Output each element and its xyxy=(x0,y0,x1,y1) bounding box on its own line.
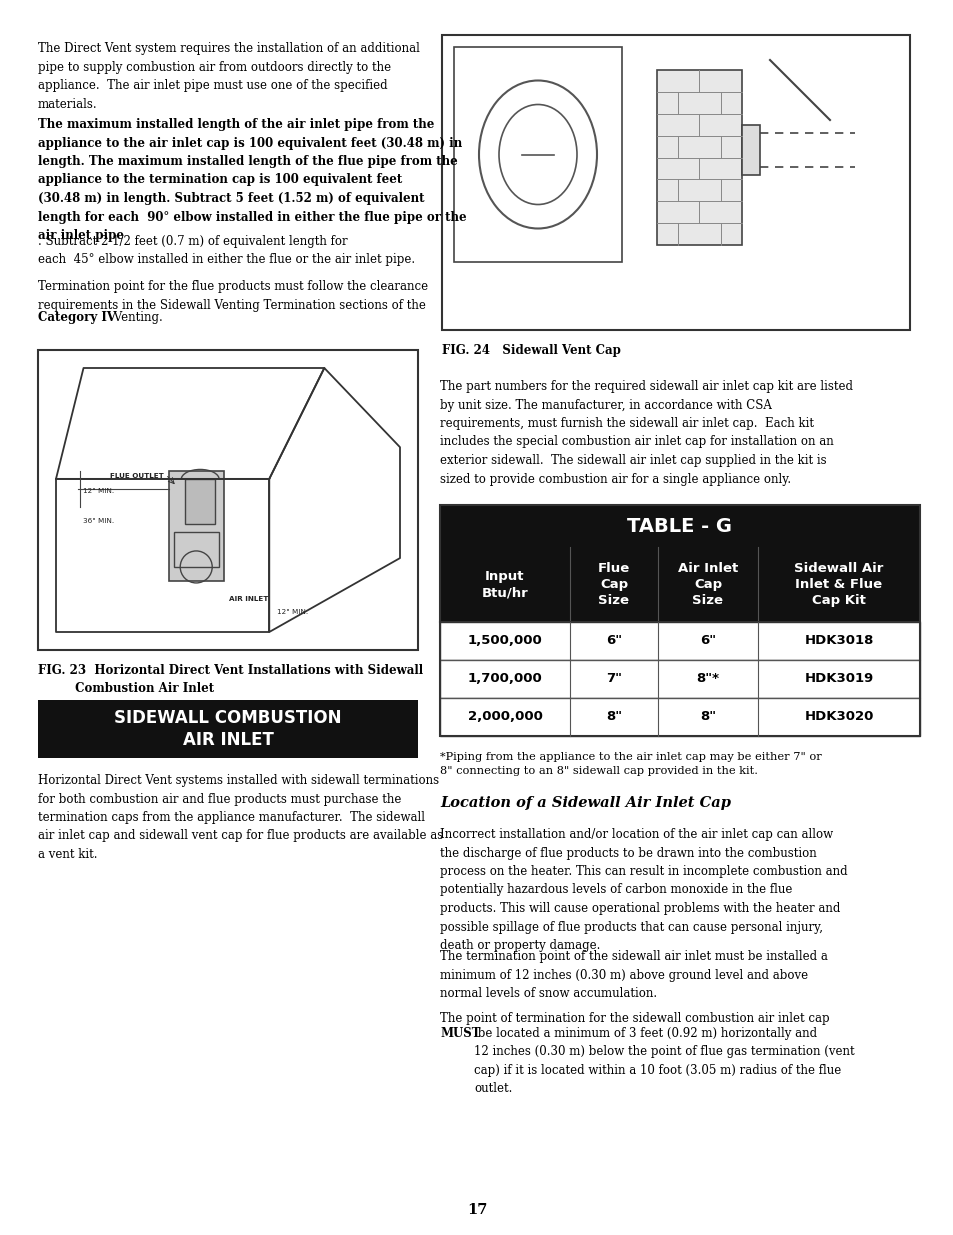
Text: FIG. 24   Sidewall Vent Cap: FIG. 24 Sidewall Vent Cap xyxy=(441,345,620,357)
Text: Termination point for the flue products must follow the clearance
requirements i: Termination point for the flue products … xyxy=(38,280,428,311)
Bar xyxy=(185,479,215,525)
Text: Venting.: Venting. xyxy=(110,311,163,324)
Text: FIG. 23  Horizontal Direct Vent Installations with Sidewall
         Combustion : FIG. 23 Horizontal Direct Vent Installat… xyxy=(38,664,423,694)
Text: 6": 6" xyxy=(605,635,621,647)
Text: Incorrect installation and/or location of the air inlet cap can allow
the discha: Incorrect installation and/or location o… xyxy=(439,827,846,952)
Bar xyxy=(173,532,218,567)
Bar xyxy=(38,700,417,758)
Text: *Piping from the appliance to the air inlet cap may be either 7" or
8" connectin: *Piping from the appliance to the air in… xyxy=(439,752,821,776)
Text: 8": 8" xyxy=(605,710,621,724)
Bar xyxy=(657,70,741,245)
Text: 1,500,000: 1,500,000 xyxy=(467,635,542,647)
Text: . Subtract 2 1/2 feet (0.7 m) of equivalent length for
each  45° elbow installed: . Subtract 2 1/2 feet (0.7 m) of equival… xyxy=(38,235,415,267)
Text: 36" MIN.: 36" MIN. xyxy=(83,519,114,525)
Text: Category IV: Category IV xyxy=(38,311,116,324)
Text: 2,000,000: 2,000,000 xyxy=(467,710,542,724)
Text: Location of a Sidewall Air Inlet Cap: Location of a Sidewall Air Inlet Cap xyxy=(439,797,730,810)
Text: HDK3018: HDK3018 xyxy=(803,635,873,647)
Bar xyxy=(439,505,919,547)
Text: The termination point of the sidewall air inlet must be installed a
minimum of 1: The termination point of the sidewall ai… xyxy=(439,950,827,1000)
Text: Input
Btu/hr: Input Btu/hr xyxy=(481,571,528,599)
Text: MUST: MUST xyxy=(439,1028,480,1040)
Text: HDK3020: HDK3020 xyxy=(803,710,873,724)
Text: 6": 6" xyxy=(700,635,716,647)
Text: FLUE OUTLET: FLUE OUTLET xyxy=(110,473,164,479)
Text: HDK3019: HDK3019 xyxy=(803,673,873,685)
Bar xyxy=(441,35,909,330)
Text: SIDEWALL COMBUSTION
AIR INLET: SIDEWALL COMBUSTION AIR INLET xyxy=(114,709,341,750)
Bar xyxy=(38,350,417,650)
Bar xyxy=(439,698,919,736)
Text: The maximum installed length of the air inlet pipe from the
appliance to the air: The maximum installed length of the air … xyxy=(38,119,466,242)
Bar xyxy=(454,47,621,262)
Bar xyxy=(439,505,919,736)
Text: The part numbers for the required sidewall air inlet cap kit are listed
by unit : The part numbers for the required sidewa… xyxy=(439,380,852,485)
Bar xyxy=(741,125,760,175)
Text: 1,700,000: 1,700,000 xyxy=(467,673,542,685)
Text: Flue
Cap
Size: Flue Cap Size xyxy=(598,562,630,606)
Text: The point of termination for the sidewall combustion air inlet cap: The point of termination for the sidewal… xyxy=(439,1011,829,1025)
Bar xyxy=(169,472,224,582)
Text: 17: 17 xyxy=(466,1203,487,1216)
Text: AIR INLET: AIR INLET xyxy=(229,597,268,603)
Bar xyxy=(439,547,919,622)
Text: Air Inlet
Cap
Size: Air Inlet Cap Size xyxy=(678,562,738,606)
Text: The Direct Vent system requires the installation of an additional
pipe to supply: The Direct Vent system requires the inst… xyxy=(38,42,419,110)
Bar xyxy=(439,659,919,698)
Bar xyxy=(439,622,919,659)
Text: 12" MIN.: 12" MIN. xyxy=(277,609,308,615)
Text: be located a minimum of 3 feet (0.92 m) horizontally and
12 inches (0.30 m) belo: be located a minimum of 3 feet (0.92 m) … xyxy=(474,1028,854,1095)
Text: 8": 8" xyxy=(700,710,716,724)
Text: Sidewall Air
Inlet & Flue
Cap Kit: Sidewall Air Inlet & Flue Cap Kit xyxy=(794,562,882,606)
Text: TABLE - G: TABLE - G xyxy=(627,516,732,536)
Text: 12" MIN.: 12" MIN. xyxy=(83,488,114,494)
Text: 8"*: 8"* xyxy=(696,673,719,685)
Text: 7": 7" xyxy=(605,673,621,685)
Text: Horizontal Direct Vent systems installed with sidewall terminations
for both com: Horizontal Direct Vent systems installed… xyxy=(38,774,443,861)
